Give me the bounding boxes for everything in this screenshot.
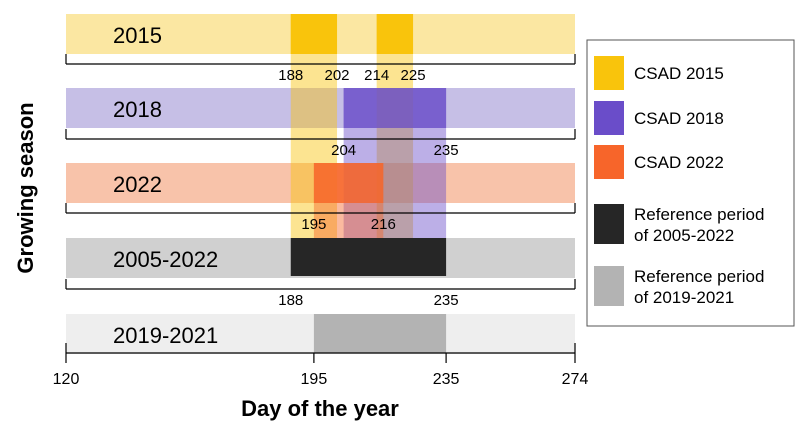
span-core-2-0: [313, 163, 384, 203]
axes: 120 195 235 274: [53, 54, 589, 388]
row-label-2022: 2022: [113, 172, 162, 197]
row-labels: 2015 2018 2022 2005-2022 2019-2021: [113, 23, 218, 348]
span-3-0: [290, 238, 447, 276]
annotation-1-235: 235: [434, 142, 459, 159]
span-4-0: [313, 314, 447, 353]
legend-label-3-1: of 2005-2022: [634, 226, 734, 245]
annotation-0-202: 202: [325, 67, 350, 84]
range-annotations: 188 202 214 225 204 235 195 216 188 235: [278, 67, 458, 309]
span-core-0-0: [290, 14, 338, 54]
x-tick-label-195: 195: [301, 371, 328, 388]
y-axis-label: Growing season: [13, 102, 38, 273]
legend-label-1: CSAD 2018: [634, 109, 724, 128]
legend-swatch-3: [594, 204, 624, 244]
legend: CSAD 2015 CSAD 2018 CSAD 2022 Reference per…: [586, 39, 795, 327]
x-tick-label-274: 274: [562, 371, 589, 388]
row-band-2018: [66, 88, 575, 128]
legend-label-2: CSAD 2022: [634, 153, 724, 172]
x-tick-label-120: 120: [53, 371, 80, 388]
annotation-1-204: 204: [331, 142, 356, 159]
row-label-2005-2022: 2005-2022: [113, 247, 218, 272]
row-label-2018: 2018: [113, 97, 162, 122]
legend-label-4-0: Reference period: [634, 267, 764, 286]
annotation-3-188: 188: [278, 292, 303, 309]
row-label-2015: 2015: [113, 23, 162, 48]
x-axis-label: Day of the year: [241, 396, 399, 421]
legend-label-0: CSAD 2015: [634, 64, 724, 83]
range-spans: [290, 14, 447, 353]
legend-label-4-1: of 2019-2021: [634, 288, 734, 307]
legend-swatch-2: [594, 145, 624, 179]
legend-swatch-4: [594, 266, 624, 306]
annotation-0-214: 214: [364, 67, 389, 84]
legend-label-3-0: Reference period: [634, 205, 764, 224]
annotation-0-225: 225: [401, 67, 426, 84]
legend-swatch-1: [594, 101, 624, 135]
x-tick-label-235: 235: [433, 371, 460, 388]
annotation-2-195: 195: [301, 216, 326, 233]
span-core-1-0: [343, 88, 447, 128]
row-label-2019-2021: 2019-2021: [113, 323, 218, 348]
annotation-3-235: 235: [434, 292, 459, 309]
span-core-0-1: [376, 14, 414, 54]
legend-swatch-0: [594, 56, 624, 90]
annotation-0-188: 188: [278, 67, 303, 84]
annotation-2-216: 216: [371, 216, 396, 233]
